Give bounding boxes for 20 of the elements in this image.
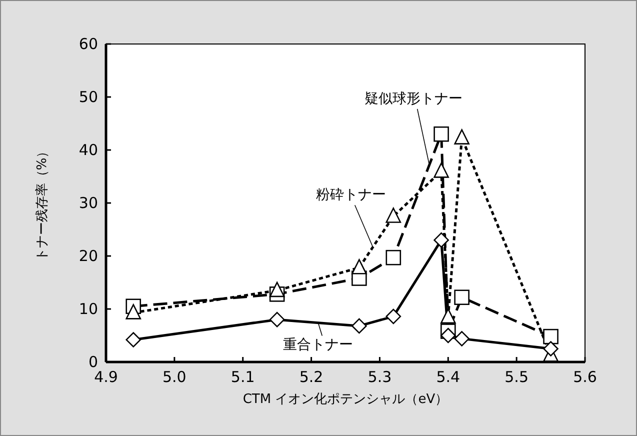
y-tick-label: 20 — [78, 247, 98, 265]
x-tick-label: 5.2 — [299, 368, 324, 386]
x-tick-label: 5.3 — [368, 368, 392, 386]
y-tick-label: 10 — [78, 300, 98, 318]
x-tick-label: 5.6 — [573, 368, 597, 386]
x-tick-label: 5.1 — [230, 368, 255, 386]
y-tick-label: 0 — [88, 353, 98, 371]
y-tick-label: 60 — [78, 35, 98, 53]
x-axis-title: CTM イオン化ポテンシャル（eV） — [242, 392, 448, 407]
series-label: 疑似球形トナー — [364, 90, 462, 107]
x-tick-label: 5.5 — [504, 368, 528, 386]
y-axis-title: トナー残存率（%） — [34, 144, 50, 262]
series-label: 粉砕トナー — [316, 187, 386, 204]
legend-label: 重合トナー — [283, 336, 354, 353]
x-tick-label: 5.0 — [162, 368, 186, 386]
x-tick-label: 4.9 — [94, 368, 118, 386]
x-tick-label: 5.4 — [436, 368, 460, 386]
y-tick-label: 50 — [78, 88, 98, 106]
y-tick-label: 40 — [78, 141, 98, 159]
y-tick-label: 30 — [78, 194, 98, 212]
